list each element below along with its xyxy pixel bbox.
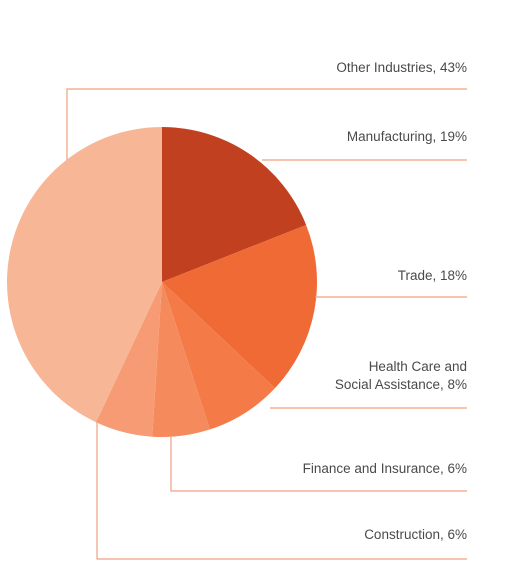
pie-slice-manufacturing-19 [162,127,307,282]
pie-slice-construction-6 [96,282,162,437]
slice-labels: Manufacturing, 19% Trade, 18% Health Care … [303,60,467,542]
slice-label: Other Industries, 43% [336,60,467,75]
slice-label: Construction, 6% [364,527,467,542]
pie-slice-trade-18 [162,224,318,389]
leader-lines [66,88,467,560]
pie-slice-other-industries-43 [6,127,162,423]
pie-slice-finance-and-insurance-6 [152,282,210,437]
pie-slice-health-care-and-social-assistance-8 [162,282,275,430]
leader-line-construction-6 [96,420,467,560]
slice-label: Social Assistance, 8% [335,377,467,392]
slice-label: Manufacturing, 19% [347,129,467,144]
leader-line-other-industries-43 [66,88,467,160]
slice-label: Trade, 18% [398,268,467,283]
leader-line-finance-and-insurance-6 [170,436,467,492]
slice-label: Finance and Insurance, 6% [303,461,467,476]
pie-slices [6,127,318,437]
slice-label: Health Care and [369,359,467,374]
